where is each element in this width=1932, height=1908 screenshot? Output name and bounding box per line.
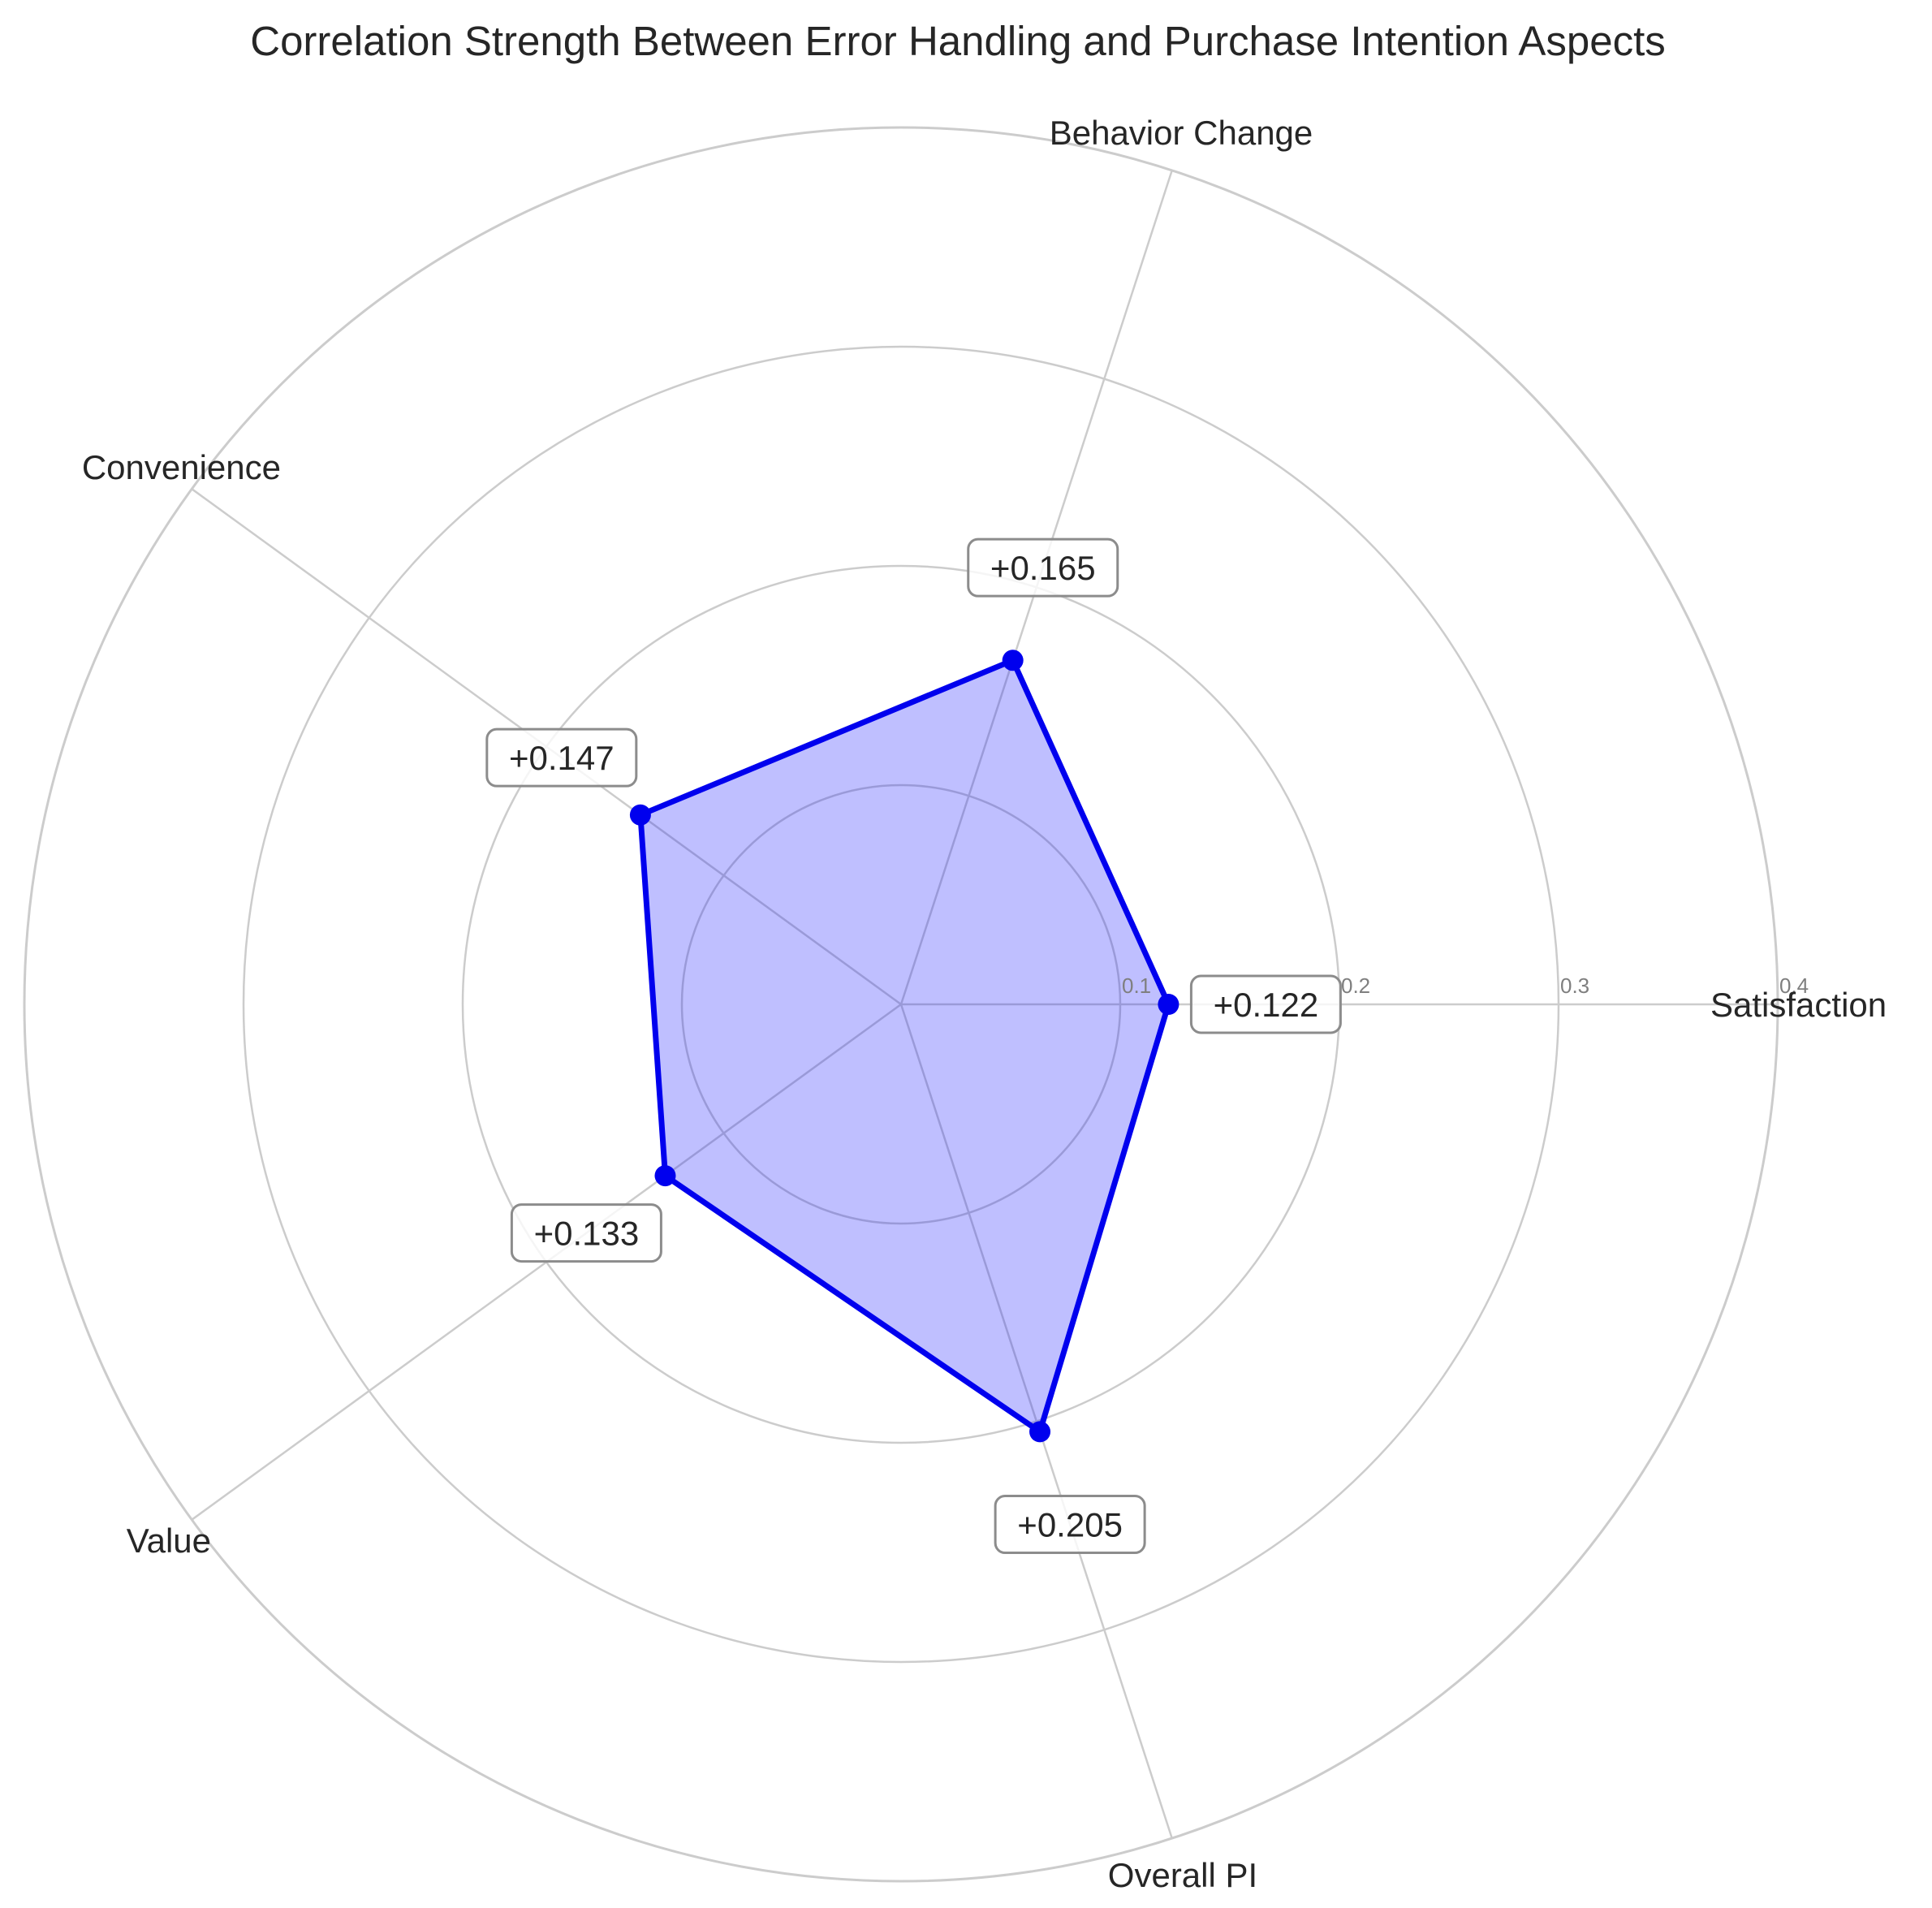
data-label-box — [994, 1495, 1146, 1555]
data-label-box — [967, 537, 1119, 598]
radial-tick-label: 0.4 — [1779, 973, 1809, 998]
data-label-text: +0.205 — [1017, 1506, 1123, 1544]
data-label: +0.133 — [510, 1203, 662, 1263]
data-point — [1002, 650, 1024, 671]
series-line — [637, 657, 1171, 1435]
data-point — [1029, 1421, 1051, 1443]
data-label-box — [485, 727, 638, 788]
angular-gridline-overlay — [640, 660, 902, 1006]
category-label: Behavior Change — [1050, 114, 1313, 152]
radial-tick-label: 0.2 — [1341, 973, 1370, 998]
data-label: +0.205 — [994, 1495, 1146, 1555]
data-point — [1158, 994, 1179, 1015]
angular-gridline-overlay — [640, 1003, 902, 1432]
data-label: +0.165 — [967, 537, 1119, 598]
radial-tick-label: 0.3 — [1560, 973, 1589, 998]
category-label: Overall PI — [1108, 1856, 1257, 1894]
data-point — [654, 1165, 676, 1187]
data-label-text: +0.122 — [1214, 986, 1319, 1024]
angular-gridline-overlay — [899, 660, 1169, 1005]
grid-overlay — [640, 660, 1169, 1432]
radar-data — [629, 650, 1179, 1443]
category-label: Satisfaction — [1710, 986, 1887, 1024]
data-label: +0.147 — [485, 727, 638, 788]
chart-title: Correlation Strength Between Error Handl… — [250, 18, 1666, 64]
category-label: Value — [127, 1522, 211, 1560]
data-label-text: +0.165 — [990, 549, 1096, 587]
series-area — [640, 660, 1169, 1432]
category-label: Convenience — [82, 448, 281, 486]
data-label: +0.122 — [1189, 974, 1342, 1034]
radial-tick-label: 0.1 — [1122, 973, 1151, 998]
angular-gridline-overlay — [899, 1004, 1169, 1432]
data-label-text: +0.147 — [509, 739, 615, 777]
data-label-box — [1189, 974, 1342, 1034]
data-point — [629, 804, 651, 826]
data-label-box — [510, 1203, 662, 1263]
data-label-text: +0.133 — [534, 1215, 640, 1253]
